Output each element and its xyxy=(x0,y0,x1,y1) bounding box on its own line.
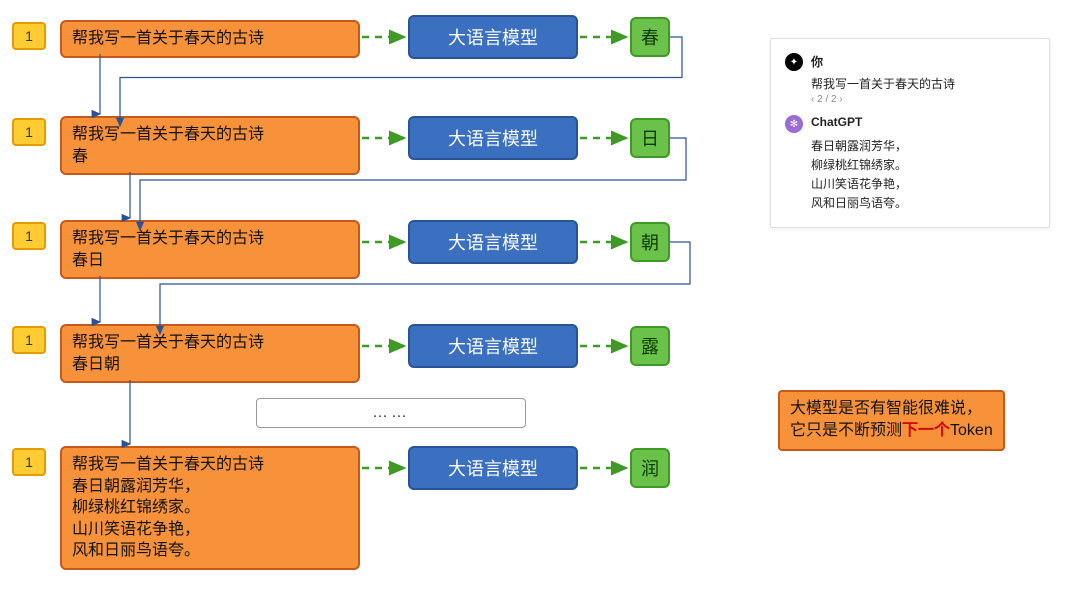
chat-card: ✦ 你帮我写一首关于春天的古诗 ‹ 2 / 2 › ✻ ChatGPT 春日朝露润芳华， 柳… xyxy=(770,38,1050,228)
bot-avatar-icon: ✻ xyxy=(785,115,803,133)
prompt-line: 帮我写一首关于春天的古诗 xyxy=(72,28,348,50)
chat-bot-line: 柳绿桃红锦绣家。 xyxy=(811,156,1033,173)
step-badge: 1 xyxy=(12,448,46,476)
prompt-line: 春 xyxy=(72,146,348,168)
step-badge: 1 xyxy=(12,222,46,250)
prompt-box: 帮我写一首关于春天的古诗春日朝 xyxy=(60,324,360,383)
llm-box: 大语言模型 xyxy=(408,220,578,264)
prompt-line: 风和日丽鸟语夸。 xyxy=(72,540,348,562)
user-avatar-icon: ✦ xyxy=(785,53,803,71)
chat-bot-line: 风和日丽鸟语夸。 xyxy=(811,194,1033,211)
chat-bot-line: 山川笑语花争艳， xyxy=(811,175,1033,192)
prompt-box: 帮我写一首关于春天的古诗春 xyxy=(60,116,360,175)
caption-note: 大模型是否有智能很难说，它只是不断预测下一个Token xyxy=(778,390,1005,451)
ellipsis-box: …… xyxy=(256,398,526,428)
output-token: 润 xyxy=(630,448,670,488)
prompt-line: 山川笑语花争艳， xyxy=(72,519,348,541)
output-token: 日 xyxy=(630,118,670,158)
chat-bot-name: ChatGPT xyxy=(811,115,862,133)
prompt-line: 春日 xyxy=(72,250,348,272)
prompt-box: 帮我写一首关于春天的古诗春日 xyxy=(60,220,360,279)
prompt-line: 帮我写一首关于春天的古诗 xyxy=(72,332,348,354)
note-text: Token xyxy=(950,422,993,439)
note-text: 它只是不断预测 xyxy=(790,422,902,439)
step-badge: 1 xyxy=(12,118,46,146)
prompt-line: 帮我写一首关于春天的古诗 xyxy=(72,124,348,146)
prompt-box: 帮我写一首关于春天的古诗春日朝露润芳华，柳绿桃红锦绣家。山川笑语花争艳，风和日丽… xyxy=(60,446,360,570)
step-badge: 1 xyxy=(12,326,46,354)
chat-nav[interactable]: ‹ 2 / 2 › xyxy=(811,94,1033,105)
prompt-line: 帮我写一首关于春天的古诗 xyxy=(72,228,348,250)
chat-user-name: 你 xyxy=(811,53,823,71)
prompt-line: 帮我写一首关于春天的古诗 xyxy=(72,454,348,476)
llm-box: 大语言模型 xyxy=(408,116,578,160)
chat-user-text: 帮我写一首关于春天的古诗 xyxy=(811,75,1033,92)
output-token: 露 xyxy=(630,326,670,366)
note-emphasis: 下一个 xyxy=(902,422,950,439)
prompt-line: 春日朝露润芳华， xyxy=(72,476,348,498)
llm-box: 大语言模型 xyxy=(408,324,578,368)
step-badge: 1 xyxy=(12,22,46,50)
note-line: 大模型是否有智能很难说， xyxy=(790,398,993,420)
llm-box: 大语言模型 xyxy=(408,446,578,490)
prompt-line: 柳绿桃红锦绣家。 xyxy=(72,497,348,519)
note-line: 它只是不断预测下一个Token xyxy=(790,420,993,442)
prompt-box: 帮我写一首关于春天的古诗 xyxy=(60,20,360,58)
llm-box: 大语言模型 xyxy=(408,15,578,59)
output-token: 春 xyxy=(630,17,670,57)
prompt-line: 春日朝 xyxy=(72,354,348,376)
chat-bot-line: 春日朝露润芳华， xyxy=(811,137,1033,154)
output-token: 朝 xyxy=(630,222,670,262)
